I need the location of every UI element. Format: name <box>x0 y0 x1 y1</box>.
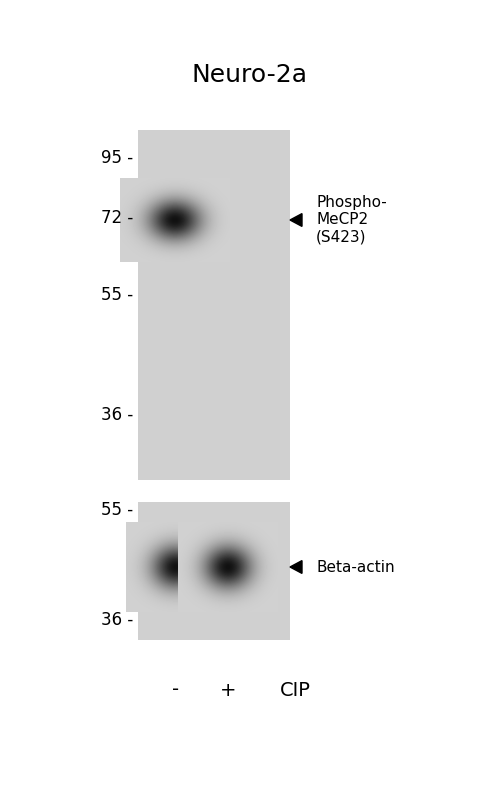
Text: +: + <box>220 681 236 699</box>
Text: 95 -: 95 - <box>101 149 133 167</box>
Polygon shape <box>290 561 302 574</box>
Text: Phospho-
MeCP2
(S423): Phospho- MeCP2 (S423) <box>316 195 387 245</box>
Bar <box>138 502 290 640</box>
Text: CIP: CIP <box>280 681 310 699</box>
Bar <box>138 130 290 480</box>
Text: Beta-actin: Beta-actin <box>316 559 394 574</box>
Text: -: - <box>172 681 180 699</box>
Polygon shape <box>290 214 302 226</box>
Text: Neuro-2a: Neuro-2a <box>192 63 308 87</box>
Text: 36 -: 36 - <box>101 406 133 424</box>
Text: 55 -: 55 - <box>101 501 133 519</box>
Text: 55 -: 55 - <box>101 286 133 304</box>
Text: 72 -: 72 - <box>101 209 133 227</box>
Text: 36 -: 36 - <box>101 611 133 629</box>
